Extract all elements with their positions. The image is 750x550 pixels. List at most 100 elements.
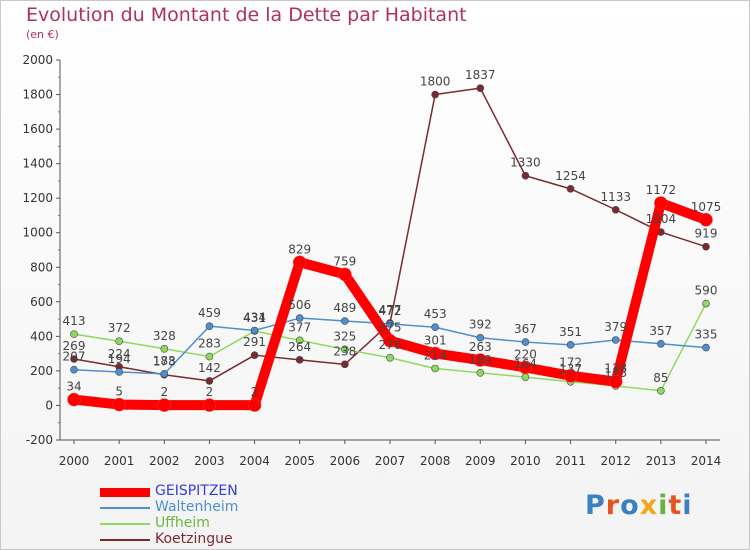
- data-label: 392: [469, 318, 492, 332]
- data-point: [431, 90, 439, 99]
- data-point: [115, 368, 123, 376]
- data-label: 367: [514, 322, 537, 336]
- data-label: 431: [243, 311, 266, 325]
- x-tick-label: 2002: [149, 454, 180, 468]
- data-label: 434: [243, 310, 266, 324]
- data-label: 472: [379, 304, 402, 318]
- data-label: 829: [288, 242, 311, 256]
- data-label: 207: [63, 350, 86, 364]
- x-tick-label: 2008: [420, 454, 451, 468]
- data-point: [341, 345, 349, 354]
- data-point: [292, 255, 307, 270]
- data-point: [341, 317, 349, 325]
- logo-letter: i: [658, 490, 669, 521]
- data-label: 85: [653, 371, 668, 385]
- data-label: 2: [251, 385, 259, 399]
- data-point: [247, 398, 262, 412]
- data-label: 172: [559, 356, 582, 370]
- legend-label: Koetzingue: [155, 531, 233, 547]
- data-label: 183: [153, 354, 176, 368]
- data-label: 328: [153, 329, 176, 343]
- data-label: 276: [379, 338, 402, 352]
- x-tick-label: 2004: [239, 454, 270, 468]
- legend-swatch: [100, 487, 150, 497]
- y-tick-label: -200: [26, 433, 53, 447]
- data-point: [657, 386, 665, 395]
- data-point: [160, 344, 169, 353]
- legend-label: Uffheim: [155, 515, 210, 531]
- data-point: [702, 242, 710, 251]
- y-tick-label: 1400: [22, 157, 53, 171]
- data-label: 335: [695, 328, 718, 342]
- data-label: 413: [63, 314, 86, 328]
- y-tick-label: 1000: [22, 226, 53, 240]
- data-label: 137: [559, 362, 582, 376]
- x-tick-label: 2007: [375, 454, 406, 468]
- data-label: 138: [604, 362, 627, 376]
- data-label: 590: [695, 284, 718, 298]
- logo-letter: t: [668, 490, 683, 521]
- y-tick-label: 1600: [22, 122, 53, 136]
- data-label: 5: [115, 385, 123, 399]
- legend: GEISPITZEN Waltenheim Uffheim Koetzingue: [100, 483, 340, 548]
- data-label: 264: [288, 340, 311, 354]
- data-point: [521, 171, 530, 180]
- data-label: 263: [469, 340, 492, 354]
- legend-item: Koetzingue: [100, 531, 340, 548]
- data-label: 506: [288, 298, 311, 312]
- data-point: [566, 185, 575, 193]
- data-point: [295, 314, 304, 322]
- data-label: 224: [108, 347, 131, 361]
- data-point: [518, 360, 533, 375]
- x-tick-label: 2005: [284, 454, 315, 468]
- legend-swatch: [100, 523, 150, 525]
- data-label: 214: [424, 348, 447, 362]
- data-label: 489: [333, 301, 356, 315]
- data-point: [160, 370, 169, 378]
- data-label: 759: [333, 254, 356, 268]
- data-label: 377: [288, 320, 311, 334]
- legend-swatch: [100, 507, 150, 509]
- data-point: [608, 374, 623, 389]
- data-label: 325: [333, 329, 356, 343]
- data-label: 351: [559, 325, 582, 339]
- data-point: [115, 337, 123, 346]
- data-point: [202, 398, 217, 412]
- data-point: [295, 336, 304, 345]
- x-tick-label: 2000: [59, 454, 90, 468]
- data-point: [383, 333, 397, 348]
- chart-title: Evolution du Montant de la Dette par Hab…: [26, 4, 467, 26]
- legend-item: Uffheim: [100, 515, 340, 532]
- data-label: 2: [160, 385, 168, 399]
- x-tick-label: 2009: [465, 454, 496, 468]
- data-label: 357: [649, 324, 672, 338]
- data-label: 269: [63, 339, 86, 353]
- y-tick-label: 0: [45, 398, 53, 412]
- data-label: 301: [424, 333, 447, 347]
- data-label: 164: [514, 357, 537, 371]
- data-point: [205, 352, 214, 361]
- data-label: 1133: [600, 190, 631, 204]
- data-point: [205, 377, 214, 385]
- data-label: 453: [424, 307, 447, 321]
- data-point: [67, 392, 81, 407]
- x-tick-label: 2013: [646, 454, 677, 468]
- data-point: [476, 84, 485, 92]
- x-tick-label: 2003: [194, 454, 225, 468]
- data-label: 919: [695, 227, 718, 241]
- data-point: [295, 356, 304, 364]
- data-point: [205, 322, 214, 330]
- data-point: [431, 323, 439, 332]
- x-tick-label: 2011: [555, 454, 586, 468]
- data-label: 1172: [646, 183, 677, 197]
- x-tick-label: 2001: [104, 454, 135, 468]
- data-point: [338, 267, 352, 282]
- data-label: 1330: [510, 156, 541, 170]
- x-tick-label: 2012: [600, 454, 631, 468]
- data-point: [386, 353, 394, 362]
- data-label: 189: [469, 353, 492, 367]
- legend-swatch: [100, 539, 150, 541]
- legend-label: GEISPITZEN: [155, 483, 238, 499]
- data-point: [476, 333, 485, 342]
- data-label: 1837: [465, 68, 496, 82]
